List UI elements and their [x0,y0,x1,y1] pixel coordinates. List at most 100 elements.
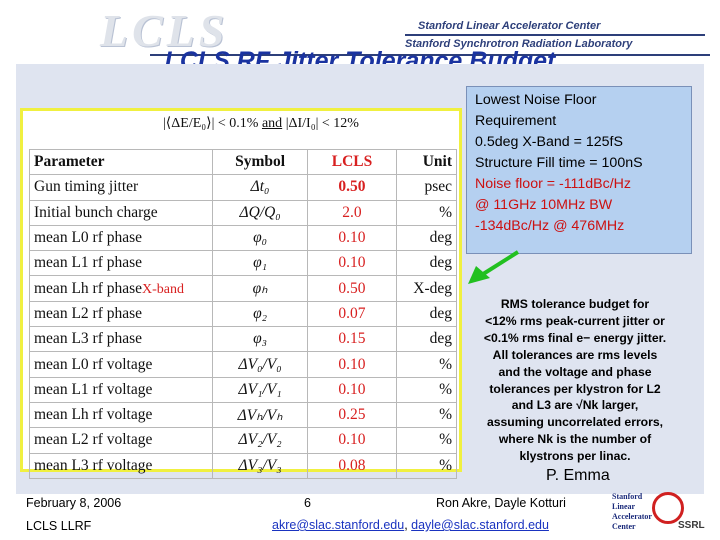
table-header-row: Parameter Symbol LCLS Unit [29,148,458,176]
footer-date: February 8, 2006 [26,496,122,510]
cell-symbol: φₕ [211,275,309,302]
org-name-ssrl: Stanford Synchrotron Radiation Laborator… [405,38,633,50]
rms-line: <0.1% rms final e− energy jitter. [483,330,667,345]
parameter-text: mean L1 rf phase [34,254,143,272]
callout-line: Requirement [475,113,557,129]
rms-line: and the voltage and phase [498,364,652,379]
email-separator: , [404,518,412,532]
parameter-text: mean L3 rf phase [34,330,143,348]
header: LCLS Stanford Linear Accelerator Center … [0,0,720,64]
logo-text: Accelerator [612,512,652,521]
budget-table-figure: |⟨ΔE/E₀⟩| < 0.1% and |ΔI/I₀| < 12% Param… [20,108,462,479]
header-lcls: LCLS [307,148,397,176]
rms-line: tolerances per klystron for L2 [489,381,661,396]
table-row: mean L1 rf voltage ΔV₁/V₁ 0.10% [29,376,458,403]
cell-lcls-value: 0.50 [307,174,397,201]
current-condition: |ΔI/I₀| < 12% [285,116,359,131]
cell-parameter: mean L3 rf phase [29,326,213,353]
logo-text: Center [612,522,636,531]
cell-symbol: ΔV₃/V₃ [211,452,309,479]
rms-line: RMS tolerance budget for [500,297,650,311]
callout-line: -134dBc/Hz @ 476MHz [475,218,625,234]
parameter-text: mean Lh rf voltage [34,406,153,424]
table-row: Gun timing jitter Δt₀ 0.50 psec [29,174,458,201]
header-unit: Unit [395,148,458,176]
parameter-text: mean L1 rf voltage [34,380,153,398]
cell-lcls-value: 2.0 [307,199,397,226]
cell-lcls-value: 0.50 [307,275,397,302]
energy-condition: |⟨ΔE/E₀⟩| < 0.1% [163,116,259,131]
cell-parameter: mean L3 rf voltage [29,452,213,479]
logo-text: Linear [612,502,636,511]
header-divider [405,34,705,36]
green-arrow-icon [468,250,520,284]
parameter-text: mean L3 rf voltage [34,456,153,474]
xband-tag: X-band [142,281,185,297]
logo-text: Stanford [612,492,643,501]
cell-parameter: mean L1 rf voltage [29,376,213,403]
cell-unit: X-deg [395,275,458,302]
cell-unit: deg [395,300,458,328]
callout-line: Lowest Noise Floor [475,92,597,108]
condition-and: and [261,116,283,131]
footer-emails: akre@slac.stanford.edu, dayle@slac.stanf… [272,518,549,532]
cell-parameter: Initial bunch charge [29,199,213,226]
rms-line: assuming uncorrelated errors, [486,415,664,430]
cell-parameter: mean Lh rf voltage [29,401,213,429]
email-link-akre[interactable]: akre@slac.stanford.edu [272,518,405,532]
cell-unit: % [395,351,458,378]
table-row: mean L1 rf phase φ₁ 0.10 deg [29,250,458,277]
parameter-text: mean Lh rf phase [34,279,143,297]
tolerance-condition: |⟨ΔE/E₀⟩| < 0.1% and |ΔI/I₀| < 12% [163,115,359,132]
cell-symbol: ΔV₁/V₁ [211,376,309,403]
cell-symbol: φ₂ [211,300,309,328]
email-link-kotturi[interactable]: dayle@slac.stanford.edu [411,518,549,532]
rms-line: <12% rms peak-current jitter or [485,313,665,328]
cell-symbol: ΔVₕ/Vₕ [211,401,309,429]
cell-unit: % [395,452,458,479]
callout-line: Structure Fill time = 100nS [475,155,643,171]
cell-lcls-value: 0.10 [307,351,397,378]
cell-lcls-value: 0.08 [307,452,397,479]
noise-floor-callout: Lowest Noise Floor Requirement 0.5deg X-… [466,86,692,254]
cell-lcls-value: 0.10 [307,250,397,277]
table-row: mean L2 rf phase φ₂ 0.07 deg [29,300,458,328]
header-parameter: Parameter [29,148,213,176]
cell-lcls-value: 0.25 [307,401,397,429]
cell-unit: deg [395,326,458,353]
lcls-logo: LCLS [100,5,229,56]
cell-parameter: mean L2 rf voltage [29,427,213,454]
rms-line: where Nk is the number of [498,432,652,447]
author-name: P. Emma [546,467,610,484]
cell-symbol: φ₃ [211,326,309,353]
cell-parameter: mean L2 rf phase [29,300,213,328]
parameter-text: mean L2 rf phase [34,304,143,322]
logo-ssrl-text: SSRL [678,520,705,531]
cell-lcls-value: 0.07 [307,300,397,328]
cell-unit: % [395,427,458,454]
rms-description: RMS tolerance budget for <12% rms peak-c… [466,296,684,465]
parameter-text: Initial bunch charge [34,203,158,221]
logo-ring-icon [652,492,684,524]
cell-symbol: φ₁ [211,250,309,277]
cell-parameter: mean Lh rf phaseX-band [29,275,213,302]
table-row: mean L0 rf phase φ₀ 0.10 deg [29,224,458,252]
callout-line: @ 11GHz 10MHz BW [475,197,613,213]
table-row: mean L0 rf voltage ΔV₀/V₀ 0.10% [29,351,458,378]
header-symbol: Symbol [211,148,309,176]
rms-line: and L3 are √Nk larger, [511,398,639,413]
parameter-text: Gun timing jitter [34,178,139,196]
rms-line: All tolerances are rms levels [492,347,658,362]
cell-symbol: ΔV₂/V₂ [211,427,309,454]
page-number: 6 [304,496,311,510]
parameter-text: mean L0 rf voltage [34,355,153,373]
callout-line: 0.5deg X-Band = 125fS [475,134,623,150]
cell-parameter: Gun timing jitter [29,174,213,201]
org-name-slac: Stanford Linear Accelerator Center [418,20,601,32]
budget-table: Parameter Symbol LCLS Unit Gun timing ji… [29,148,458,479]
cell-symbol: ΔQ/Q₀ [211,199,309,226]
cell-lcls-value: 0.10 [307,224,397,252]
table-row: mean L3 rf phase φ₃ 0.15 deg [29,326,458,353]
cell-lcls-value: 0.15 [307,326,397,353]
table-row: mean Lh rf voltage ΔVₕ/Vₕ 0.25% [29,401,458,429]
